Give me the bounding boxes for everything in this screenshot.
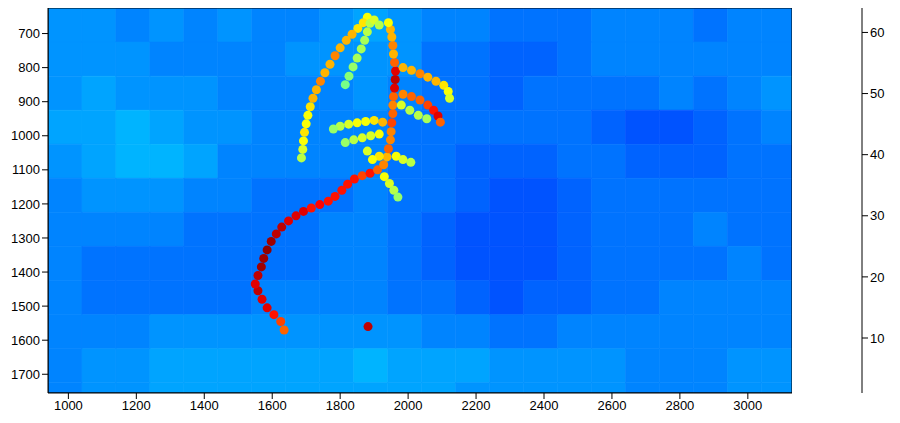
svg-text:40: 40 (870, 147, 884, 162)
svg-text:20: 20 (870, 270, 884, 285)
svg-text:1800: 1800 (326, 398, 355, 413)
svg-text:1500: 1500 (11, 299, 40, 314)
svg-text:10: 10 (870, 331, 884, 346)
svg-text:2200: 2200 (462, 398, 491, 413)
svg-text:1300: 1300 (11, 231, 40, 246)
svg-text:1000: 1000 (54, 398, 83, 413)
svg-text:1400: 1400 (190, 398, 219, 413)
svg-text:30: 30 (870, 208, 884, 223)
svg-text:2800: 2800 (665, 398, 694, 413)
svg-text:900: 900 (18, 94, 40, 109)
svg-text:2000: 2000 (394, 398, 423, 413)
svg-text:1600: 1600 (11, 333, 40, 348)
svg-text:2400: 2400 (530, 398, 559, 413)
svg-text:700: 700 (18, 26, 40, 41)
svg-text:800: 800 (18, 60, 40, 75)
svg-text:1200: 1200 (122, 398, 151, 413)
svg-text:1400: 1400 (11, 265, 40, 280)
svg-text:1200: 1200 (11, 197, 40, 212)
svg-text:60: 60 (870, 25, 884, 40)
svg-text:3000: 3000 (733, 398, 762, 413)
svg-text:1000: 1000 (11, 128, 40, 143)
svg-text:1600: 1600 (258, 398, 287, 413)
svg-text:1700: 1700 (11, 367, 40, 382)
svg-text:1100: 1100 (12, 162, 40, 177)
svg-text:2600: 2600 (597, 398, 626, 413)
svg-text:50: 50 (870, 86, 884, 101)
